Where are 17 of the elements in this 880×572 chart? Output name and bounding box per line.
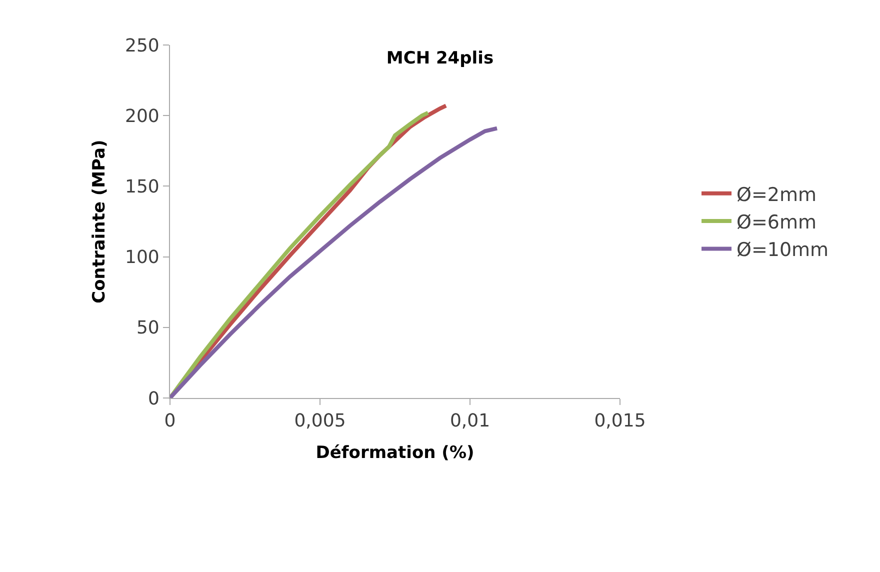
x-tick-label: 0,005 [294,410,346,432]
legend-label: Ø=2mm [736,184,816,206]
y-tick-label: 250 [125,35,160,56]
legend-label: Ø=6mm [736,211,816,234]
x-tick-label: 0,01 [450,410,490,432]
x-tick-label: 0 [164,410,176,432]
x-tick-label: 0,015 [594,410,646,432]
x-axis-title: Déformation (%) [316,443,474,463]
y-tick-label: 150 [125,176,160,198]
legend-label: Ø=10mm [736,239,829,262]
y-tick-label: 0 [148,388,160,410]
y-tick-label: 200 [125,106,160,127]
y-axis-title: Contrainte (MPa) [90,140,110,304]
y-tick-label: 100 [125,247,160,268]
chart-title: MCH 24plis [386,48,494,68]
line-series [170,126,499,398]
y-tick-label: 50 [136,318,160,339]
